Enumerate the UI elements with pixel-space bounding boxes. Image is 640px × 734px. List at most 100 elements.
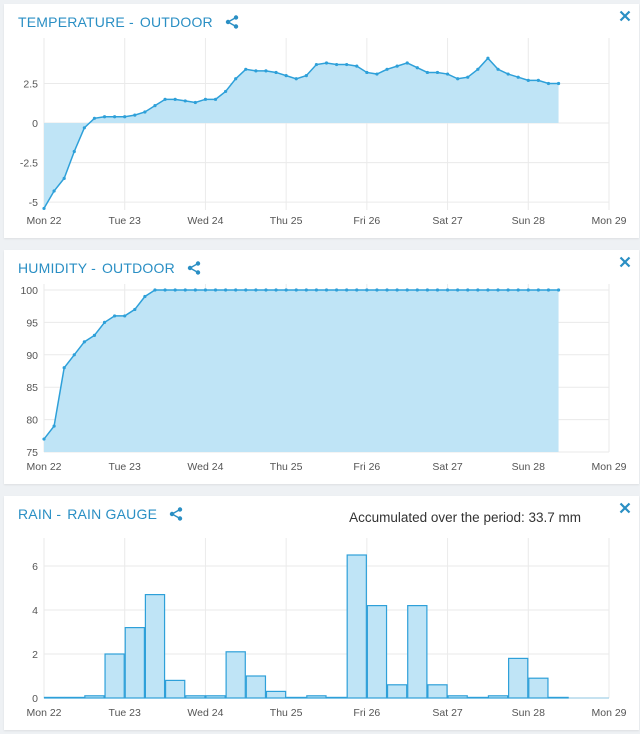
x-tick-label: Tue 23: [109, 461, 141, 473]
bar: [386, 684, 408, 699]
data-point: [153, 104, 157, 108]
data-point: [435, 288, 440, 292]
x-tick-label: Sat 27: [432, 461, 463, 473]
rain-panel: RAIN - RAIN GAUGE Accumulated over the p…: [4, 496, 639, 730]
data-point: [284, 288, 288, 292]
data-point: [546, 288, 551, 292]
data-point: [526, 78, 530, 82]
data-point: [163, 97, 167, 101]
share-icon[interactable]: [169, 507, 183, 521]
data-point: [405, 288, 409, 292]
x-tick-label: Mon 22: [26, 215, 61, 227]
data-point: [456, 77, 460, 81]
data-point: [294, 288, 298, 292]
y-tick-label: 80: [26, 415, 38, 427]
data-point: [395, 288, 399, 292]
series-line: [43, 289, 559, 440]
data-point: [445, 72, 450, 76]
x-tick-label: Sun 28: [512, 461, 545, 473]
data-point: [314, 288, 319, 292]
close-icon[interactable]: [619, 10, 631, 22]
data-point: [254, 69, 258, 73]
data-point: [415, 288, 419, 292]
x-tick-label: Wed 24: [187, 707, 223, 719]
data-point: [445, 288, 450, 292]
data-point: [466, 288, 470, 292]
humidity-chart: Mon 22 Tue 23 Wed 24 Thu 25 Fri 26 Sat 27 Sun …: [20, 284, 627, 473]
data-point: [556, 81, 561, 86]
data-point: [365, 70, 369, 75]
y-tick-label: 100: [20, 285, 38, 297]
data-point: [456, 288, 460, 292]
bar: [205, 695, 226, 699]
data-point: [133, 113, 137, 117]
share-icon[interactable]: [187, 261, 201, 275]
data-point: [385, 67, 389, 71]
data-point: [143, 110, 147, 114]
y-tick-label: 4: [32, 605, 38, 617]
bar: [427, 684, 448, 699]
panel-title-device: RAIN GAUGE: [67, 506, 158, 522]
data-point: [324, 288, 329, 292]
data-point: [274, 288, 278, 292]
data-point: [153, 288, 157, 292]
data-point: [203, 97, 208, 101]
bar: [346, 554, 367, 699]
data-point: [385, 288, 389, 292]
data-point: [203, 288, 208, 292]
data-point: [546, 81, 551, 86]
data-point: [183, 99, 187, 103]
bar: [245, 675, 267, 699]
data-point: [173, 288, 177, 292]
bar: [528, 677, 549, 699]
bar: [144, 593, 166, 699]
data-point: [113, 314, 117, 318]
temperature-panel: TEMPERATURE - OUTDOOR Mon 22 Tue 23 Wed 24…: [4, 4, 639, 238]
series-line: [43, 57, 559, 209]
x-tick-label: Sat 27: [432, 707, 463, 719]
panel-title: RAIN - RAIN GAUGE: [18, 506, 183, 522]
close-icon[interactable]: [619, 256, 631, 268]
data-point: [244, 288, 248, 292]
x-tick-label: Tue 23: [109, 707, 141, 719]
data-point: [536, 78, 540, 82]
panel-title-sensor: HUMIDITY -: [18, 260, 96, 276]
share-icon[interactable]: [225, 15, 239, 29]
data-point: [435, 70, 440, 75]
data-point: [244, 67, 248, 71]
data-point: [375, 288, 379, 292]
data-point: [102, 115, 107, 119]
panel-title: TEMPERATURE - OUTDOOR: [18, 14, 239, 30]
data-point: [375, 72, 379, 76]
data-point: [52, 189, 56, 193]
bar: [487, 695, 509, 699]
bar: [124, 627, 145, 699]
data-point: [264, 69, 268, 73]
data-point: [314, 62, 319, 67]
data-point: [92, 116, 97, 120]
data-point: [284, 74, 288, 78]
x-tick-label: Mon 22: [26, 707, 61, 719]
x-tick-label: Fri 26: [353, 461, 380, 473]
close-icon[interactable]: [619, 502, 631, 514]
y-tick-label: 2.5: [23, 79, 38, 91]
bar: [104, 653, 125, 699]
y-tick-label: 85: [26, 382, 38, 394]
data-point: [62, 366, 66, 370]
data-point: [183, 288, 187, 292]
data-point: [516, 75, 520, 79]
x-tick-label: Sun 28: [512, 707, 545, 719]
data-point: [334, 62, 339, 67]
data-point: [62, 176, 66, 180]
x-tick-label: Wed 24: [187, 215, 223, 227]
data-point: [133, 307, 137, 312]
x-tick-label: Mon 29: [591, 461, 626, 473]
data-point: [496, 67, 500, 71]
humidity-panel: HUMIDITY - OUTDOOR Mon 22 Tue 23 Wed 24 Thu…: [4, 250, 639, 484]
x-tick-label: Wed 24: [187, 461, 223, 473]
data-point: [304, 288, 308, 292]
data-point: [556, 288, 561, 292]
data-point: [143, 294, 147, 299]
y-tick-label: 90: [26, 350, 38, 362]
x-tick-label: Mon 29: [591, 707, 626, 719]
